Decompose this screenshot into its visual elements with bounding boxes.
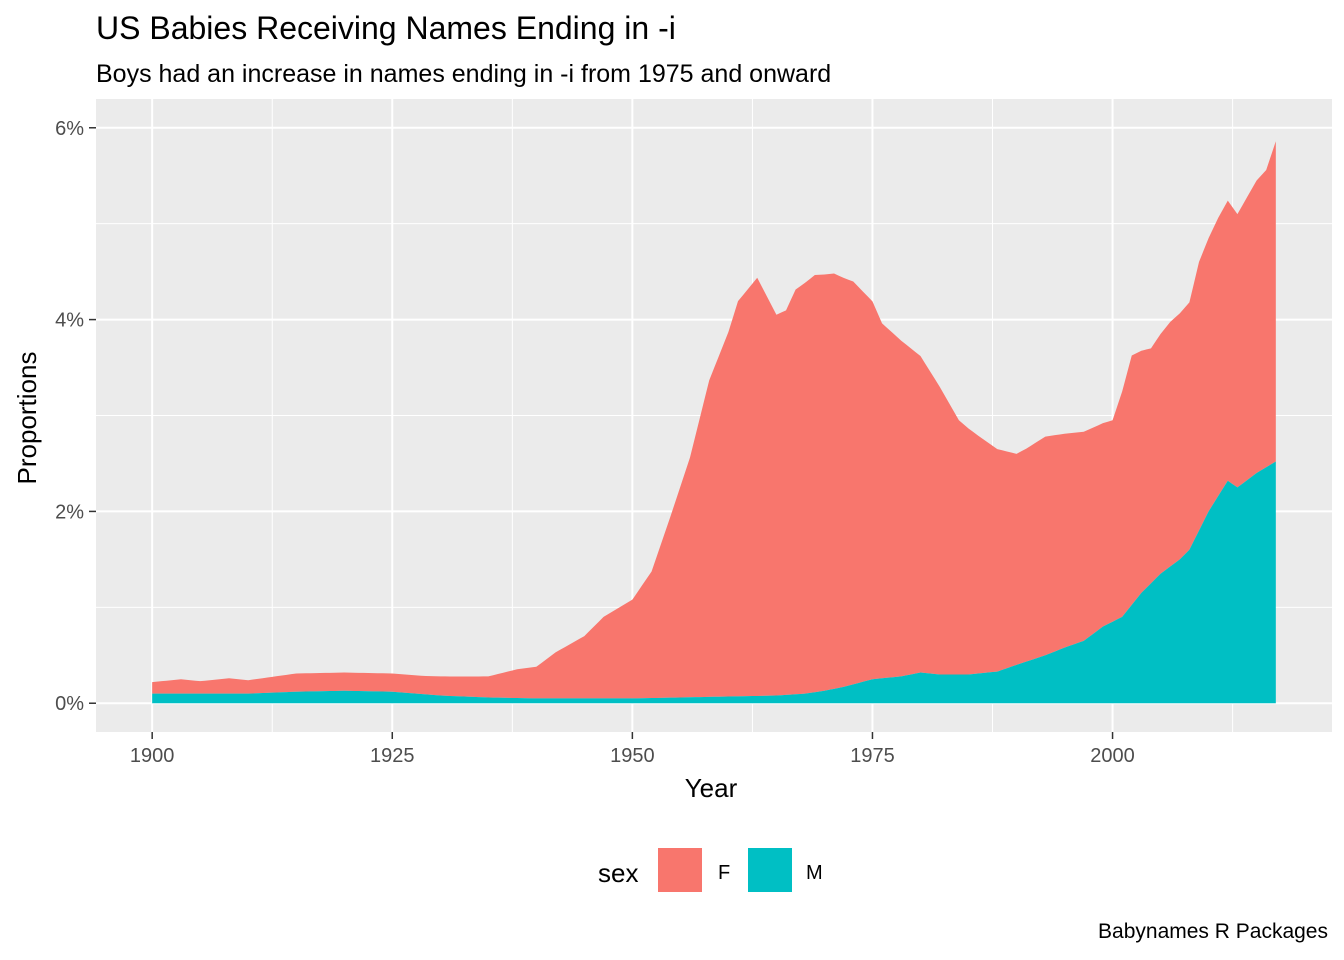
stacked-areas xyxy=(152,141,1276,704)
y-axis-title: Proportions xyxy=(12,352,42,485)
chart-subtitle: Boys had an increase in names ending in … xyxy=(96,60,832,88)
x-axis-title: Year xyxy=(685,773,738,803)
legend-key-m xyxy=(748,848,792,892)
x-tick-label: 1975 xyxy=(850,745,895,767)
y-tick-label: 6% xyxy=(55,118,84,140)
x-tick-label: 1950 xyxy=(610,745,655,767)
x-axis: 1900 1925 1950 1975 2000 xyxy=(130,732,1135,767)
x-tick-label: 2000 xyxy=(1090,745,1135,767)
x-tick-label: 1900 xyxy=(130,745,175,767)
area-series-f xyxy=(152,141,1276,699)
legend-label-m: M xyxy=(806,862,823,884)
chart-title: US Babies Receiving Names Ending in -i xyxy=(96,10,676,46)
y-tick-label: 0% xyxy=(55,693,84,715)
legend: sex F M xyxy=(598,848,823,892)
y-tick-label: 2% xyxy=(55,501,84,523)
x-tick-label: 1925 xyxy=(370,745,415,767)
y-tick-label: 4% xyxy=(55,310,84,332)
chart-caption: Babynames R Packages xyxy=(1098,920,1328,943)
y-axis: 0% 2% 4% 6% xyxy=(55,118,96,715)
legend-label-f: F xyxy=(718,862,730,884)
legend-title: sex xyxy=(598,858,638,888)
legend-key-f xyxy=(658,848,702,892)
area-series-m xyxy=(152,461,1276,704)
